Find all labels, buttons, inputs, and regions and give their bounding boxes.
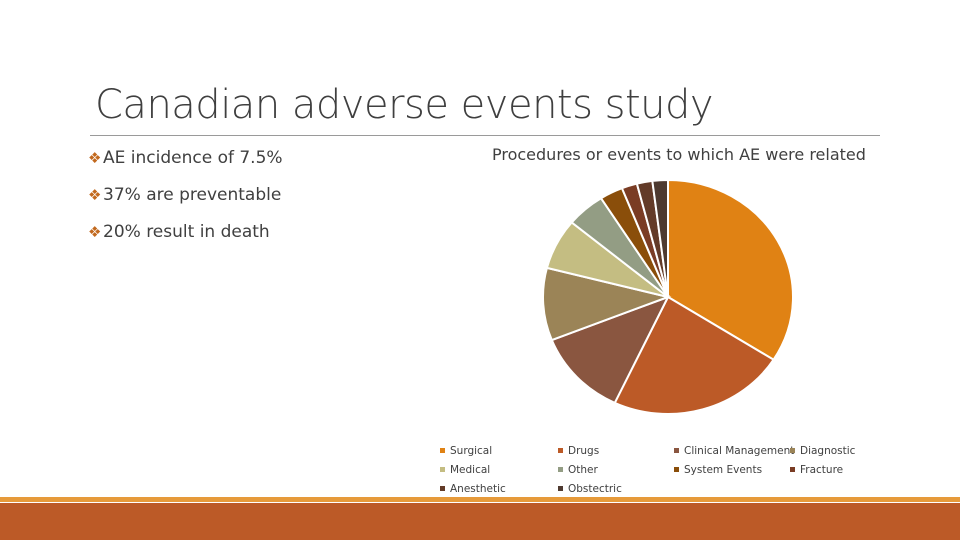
legend-label: Diagnostic — [800, 445, 856, 457]
legend-item: Drugs — [558, 445, 599, 457]
pie-slice-obstectric — [651, 178, 669, 298]
bullet-text: 20% result in death — [103, 222, 270, 242]
legend-item: Clinical Management — [674, 445, 794, 457]
legend-swatch — [674, 447, 679, 453]
legend-label: Drugs — [568, 445, 600, 457]
legend-label: Clinical Management — [684, 445, 795, 457]
chart-legend: Surgical Drugs Clinical Management Diagnost… — [440, 445, 890, 501]
legend-item: Surgical — [440, 445, 492, 457]
legend-item: Fracture — [790, 464, 843, 476]
chart-title: Procedures or events to which AE were re… — [492, 145, 866, 164]
legend-swatch — [558, 466, 563, 472]
legend-item: Anesthetic — [440, 483, 506, 495]
pie-slice-drugs — [613, 295, 775, 415]
legend-label: Fracture — [800, 464, 844, 476]
legend-swatch — [558, 485, 563, 491]
legend-swatch — [558, 447, 563, 453]
legend-label: System Events — [684, 464, 763, 476]
legend-label: Anesthetic — [450, 483, 506, 495]
legend-item: Diagnostic — [790, 445, 855, 457]
diamond-bullet-icon: ❖ — [88, 223, 102, 241]
bullet-item: ❖37% are preventable — [88, 185, 283, 222]
diamond-bullet-icon: ❖ — [88, 186, 102, 204]
slide-title: Canadian adverse events study — [95, 82, 714, 128]
bullet-item: ❖20% result in death — [88, 222, 283, 259]
legend-item: Medical — [440, 464, 490, 476]
legend-swatch — [674, 466, 679, 472]
legend-swatch — [790, 447, 795, 453]
pie-chart — [542, 178, 794, 415]
pie-slice-diagnostic — [542, 266, 672, 342]
bullet-list: ❖AE incidence of 7.5% ❖37% are preventab… — [88, 148, 283, 259]
footer-accent-line — [0, 497, 960, 502]
bullet-text: 37% are preventable — [103, 185, 282, 205]
legend-label: Surgical — [450, 445, 493, 457]
legend-swatch — [440, 466, 445, 472]
legend-item: Obstectric — [558, 483, 622, 495]
legend-item: Other — [558, 464, 598, 476]
diamond-bullet-icon: ❖ — [88, 149, 102, 167]
legend-item: System Events — [674, 464, 762, 476]
footer-bar — [0, 503, 960, 540]
legend-swatch — [440, 485, 445, 491]
title-divider — [90, 135, 880, 136]
bullet-item: ❖AE incidence of 7.5% — [88, 148, 283, 185]
legend-label: Other — [568, 464, 598, 476]
pie-slice-clinical-management — [550, 295, 671, 405]
legend-swatch — [440, 447, 445, 453]
legend-label: Medical — [450, 464, 491, 476]
legend-label: Obstectric — [568, 483, 622, 495]
legend-swatch — [790, 466, 795, 472]
bullet-text: AE incidence of 7.5% — [103, 148, 283, 168]
